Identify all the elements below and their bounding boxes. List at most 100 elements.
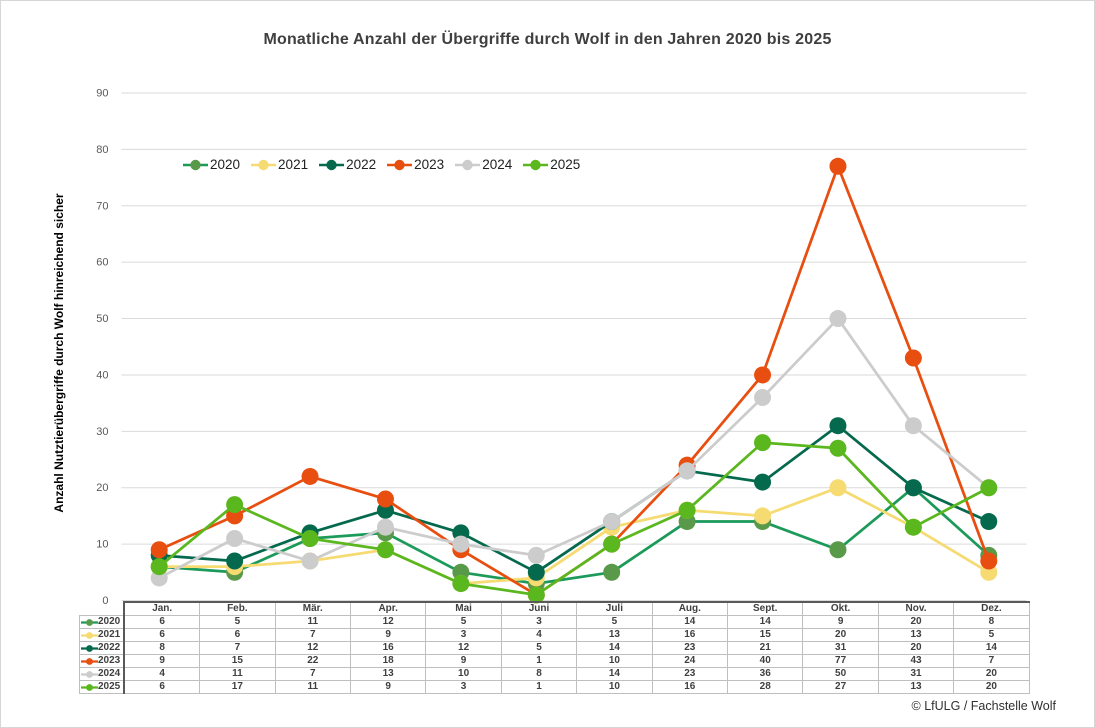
legend-dot xyxy=(258,159,269,170)
month-header-Aug.: Aug. xyxy=(651,601,729,616)
table-cell-2023-Aug.: 24 xyxy=(651,654,729,668)
table-cell-2021-Nov.: 13 xyxy=(877,628,955,642)
row-key-2024: 2024 xyxy=(79,667,125,681)
table-cell-2020-Feb.: 5 xyxy=(199,615,276,629)
table-cell-2020-Dez.: 8 xyxy=(953,615,1030,629)
table-cell-2021-Juni: 4 xyxy=(500,628,578,642)
row-key-2025: 2025 xyxy=(79,680,125,694)
table-cell-2022-Sept.: 21 xyxy=(726,641,804,655)
table-cell-2025-Apr.: 9 xyxy=(349,680,427,694)
table-cell-2022-Okt.: 31 xyxy=(802,641,879,655)
legend-label: 2021 xyxy=(278,157,309,172)
table-cell-2022-Dez.: 14 xyxy=(953,641,1030,655)
table-cell-2021-Jan.: 6 xyxy=(123,628,201,642)
table-cell-2024-Mai: 10 xyxy=(425,667,502,681)
data-point-2025-Dez. xyxy=(980,479,998,497)
month-header-Mai: Mai xyxy=(425,601,502,616)
data-point-2025-Okt. xyxy=(829,439,847,457)
table-cell-2025-Aug.: 16 xyxy=(651,680,729,694)
row-key-dot xyxy=(86,683,93,691)
table-cell-2024-Mär.: 7 xyxy=(274,667,351,681)
data-point-2025-Jan. xyxy=(150,558,168,576)
data-point-2025-Sept. xyxy=(754,434,772,452)
table-cell-2025-Jan.: 6 xyxy=(123,680,201,694)
row-series-marker-icon xyxy=(81,670,98,678)
month-header-Mär.: Mär. xyxy=(274,601,351,616)
row-key-2022: 2022 xyxy=(79,641,125,655)
y-tick-label: 60 xyxy=(96,257,108,269)
table-cell-2022-Juni: 5 xyxy=(500,641,578,655)
data-point-2024-Nov. xyxy=(904,417,922,435)
table-row-2021: 2021 6 6 7 9 3 4 13 16 15 20 13 5 xyxy=(79,628,1030,642)
row-key-content: 2020 xyxy=(80,617,123,628)
row-key-content: 2024 xyxy=(80,669,123,680)
table-row-2023: 2023 9 15 22 18 9 1 10 24 40 77 43 7 xyxy=(79,654,1030,668)
table-cell-2025-Mai: 3 xyxy=(425,680,502,694)
row-key-content: 2025 xyxy=(80,682,123,693)
table-cell-2022-Juli: 14 xyxy=(576,641,653,655)
table-cell-2020-Apr.: 12 xyxy=(349,615,427,629)
legend: 2020 2021 2022 2023 2024 2025 xyxy=(183,157,580,172)
row-year-label: 2021 xyxy=(98,629,121,641)
table-cell-2024-Jan.: 4 xyxy=(123,667,201,681)
table-row-2025: 2025 6 17 11 9 3 1 10 16 28 27 13 20 xyxy=(79,680,1030,694)
table-cell-2020-Mär.: 11 xyxy=(274,615,351,629)
data-point-2024-Apr. xyxy=(376,518,394,536)
table-cell-2023-Jan.: 9 xyxy=(123,654,201,668)
legend-label: 2023 xyxy=(414,157,445,172)
row-series-marker-icon xyxy=(81,657,98,665)
table-cell-2022-Aug.: 23 xyxy=(651,641,729,655)
month-header-Okt.: Okt. xyxy=(802,601,879,616)
data-point-2024-Okt. xyxy=(829,310,847,328)
series-line-2021 xyxy=(159,486,990,585)
legend-item-2020: 2020 xyxy=(183,157,240,172)
table-cell-2021-Okt.: 20 xyxy=(802,628,879,642)
table-cell-2024-Okt.: 50 xyxy=(802,667,879,681)
table-cell-2024-Juni: 8 xyxy=(500,667,578,681)
table-cell-2021-Aug.: 16 xyxy=(651,628,729,642)
row-key-2021: 2021 xyxy=(79,628,125,642)
data-point-2023-Apr. xyxy=(376,490,394,508)
row-key-content: 2023 xyxy=(80,656,123,667)
table-cell-2020-Mai: 5 xyxy=(425,615,502,629)
legend-marker-icon xyxy=(319,159,345,170)
table-cell-2023-Juni: 1 xyxy=(500,654,578,668)
data-point-2020-Okt. xyxy=(829,541,847,559)
y-tick-label: 70 xyxy=(96,200,108,212)
series-line-2024 xyxy=(158,317,990,580)
table-cell-2021-Mai: 3 xyxy=(425,628,502,642)
y-tick-label: 50 xyxy=(96,313,108,325)
table-cell-2021-Dez.: 5 xyxy=(953,628,1030,642)
data-point-2023-Sept. xyxy=(754,366,772,384)
table-cell-2024-Sept.: 36 xyxy=(726,667,804,681)
data-point-2023-Jan. xyxy=(150,541,168,559)
chart-title: Monatliche Anzahl der Übergriffe durch W… xyxy=(263,31,832,48)
row-year-label: 2022 xyxy=(98,642,121,654)
data-point-2023-Mär. xyxy=(301,467,319,485)
data-point-2024-Juli xyxy=(603,513,621,531)
legend-dot xyxy=(394,159,405,170)
row-key-dot xyxy=(86,670,93,678)
data-table: Jan. Feb. Mär. Apr. Mai Juni Juli Aug. Sept. Okt.… xyxy=(79,601,1030,694)
row-series-marker-icon xyxy=(81,631,98,639)
table-cell-2020-Jan.: 6 xyxy=(123,615,201,629)
y-tick-label: 10 xyxy=(96,539,108,551)
table-cell-2021-Apr.: 9 xyxy=(349,628,427,642)
table-cell-2024-Feb.: 11 xyxy=(199,667,276,681)
legend-label: 2020 xyxy=(210,157,241,172)
data-point-2021-Sept. xyxy=(754,507,772,525)
table-cell-2023-Mär.: 22 xyxy=(274,654,351,668)
table-cell-2023-Okt.: 77 xyxy=(802,654,879,668)
month-header-Juni: Juni xyxy=(500,601,578,616)
table-cell-2023-Apr.: 18 xyxy=(349,654,427,668)
data-point-2025-Juli xyxy=(603,535,621,553)
table-cell-2021-Sept.: 15 xyxy=(726,628,804,642)
data-point-2025-Aug. xyxy=(678,501,696,519)
row-key-dot xyxy=(86,657,93,665)
legend-marker-icon xyxy=(455,159,481,170)
data-point-2024-Feb. xyxy=(226,529,244,547)
row-key-2020: 2020 xyxy=(79,615,125,629)
table-cell-2023-Juli: 10 xyxy=(576,654,653,668)
legend-item-2021: 2021 xyxy=(251,157,308,172)
